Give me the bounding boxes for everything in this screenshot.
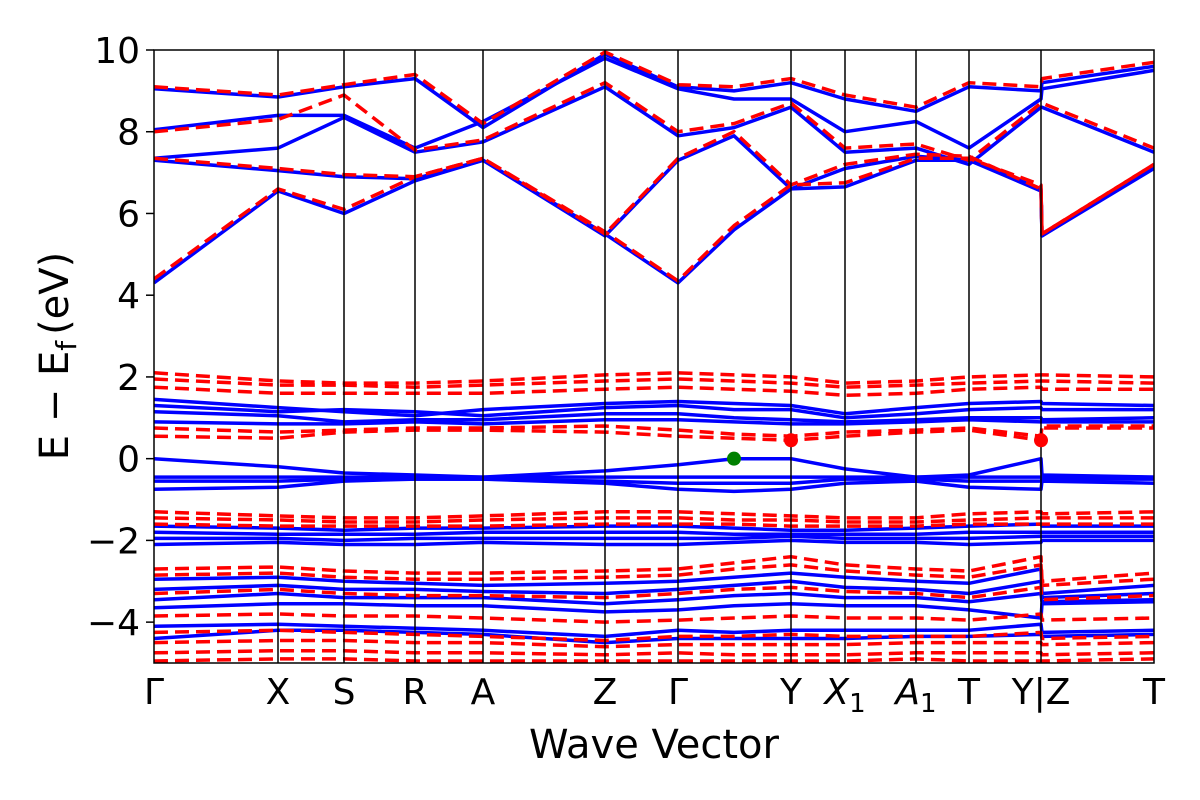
x-tick-label-5: Z <box>593 672 618 713</box>
x-tick-label-8: X1 <box>822 672 865 719</box>
dashed-band-line-4 <box>154 371 1154 385</box>
x-tick-label-12: T <box>1142 672 1166 713</box>
solid-band-line-12 <box>154 477 1154 494</box>
solid-band-line-19 <box>154 591 1154 606</box>
band-edge-marker-2 <box>1034 433 1048 448</box>
dashed-band-line-6 <box>154 385 1154 398</box>
x-tick-label-9: A1 <box>893 672 936 719</box>
x-tick-label-0: Γ <box>144 672 164 713</box>
x-tick-label-4: A <box>471 672 496 713</box>
x-tick-label-3: R <box>402 672 427 713</box>
solid-band-line-7 <box>154 409 1154 424</box>
solid-band-line-1 <box>154 134 1154 238</box>
x-tick-label-1: X <box>266 672 291 713</box>
dashed-band-line-0 <box>154 156 1154 283</box>
x-tick-label-6: Γ <box>668 672 688 713</box>
y-axis-label-main: E − E <box>32 351 78 461</box>
solid-band-line-21 <box>154 622 1154 639</box>
y-tick-label-5: 6 <box>117 194 140 235</box>
high-symmetry-lines <box>277 50 1042 663</box>
band-edge-marker-1 <box>784 433 798 448</box>
dashed-band-line-16 <box>154 628 1154 643</box>
band-edge-marker-0 <box>727 451 741 466</box>
y-tick-label-1: −2 <box>87 521 140 562</box>
y-tick-label-3: 2 <box>117 358 140 399</box>
solid-band-line-17 <box>154 567 1154 596</box>
solid-band-line-3 <box>154 56 1154 150</box>
x-tick-label-10: T <box>957 672 981 713</box>
solid-band-line-16 <box>154 538 1154 547</box>
solid-band-line-9 <box>154 456 1154 479</box>
dashed-band-line-9 <box>154 510 1154 520</box>
solid-band-line-8 <box>154 418 1154 426</box>
dashed-band-line-7 <box>154 424 1154 438</box>
x-tick-label-11: Y|Z <box>1011 672 1071 713</box>
dashed-band-line-19 <box>154 657 1154 663</box>
solid-band-line-2 <box>154 85 1154 167</box>
dashed-band-line-2 <box>154 80 1154 163</box>
dashed-band-line-13 <box>154 563 1154 588</box>
y-axis-label-unit: (eV) <box>32 252 78 335</box>
dashed-band-line-17 <box>154 638 1154 649</box>
solid-band-line-18 <box>154 579 1154 600</box>
dashed-band-line-8 <box>154 426 1154 443</box>
dashed-band-line-11 <box>154 522 1154 528</box>
plot-frame <box>153 49 1155 664</box>
y-axis-ticks: −4 −2 0 2 4 6 8 10 <box>87 31 154 644</box>
y-tick-label-7: 10 <box>94 31 140 72</box>
y-tick-label-0: −4 <box>87 603 140 644</box>
dashed-band-line-14 <box>154 585 1154 602</box>
dashed-band-line-12 <box>154 554 1154 584</box>
x-tick-label-2: S <box>333 672 356 713</box>
y-tick-label-6: 8 <box>117 113 140 154</box>
y-axis-label: E − Ef (eV) <box>32 252 83 461</box>
series-layer <box>154 50 1154 663</box>
solid-band-line-4 <box>154 52 1154 130</box>
solid-band-line-6 <box>154 403 1154 420</box>
marker-layer <box>727 433 1048 466</box>
solid-band-line-15 <box>154 534 1154 543</box>
y-tick-label-4: 4 <box>117 276 140 317</box>
dashed-band-line-10 <box>154 516 1154 524</box>
solid-band-line-14 <box>154 530 1154 537</box>
dashed-band-line-18 <box>154 648 1154 657</box>
dashed-band-line-15 <box>154 612 1154 624</box>
x-axis-label: Wave Vector <box>529 722 780 768</box>
solid-band-line-11 <box>154 477 1154 485</box>
x-axis-ticks: Γ X S R A Z Γ Y X1 A1 T Y|Z T <box>144 672 1166 719</box>
dashed-band-line-1 <box>154 129 1154 236</box>
solid-band-line-5 <box>154 397 1154 418</box>
dashed-band-line-3 <box>154 50 1154 126</box>
y-axis-label-sub: f <box>50 340 83 351</box>
x-tick-label-7: Y <box>779 672 803 713</box>
dashed-band-line-5 <box>154 377 1154 389</box>
y-tick-label-2: 0 <box>117 440 140 481</box>
